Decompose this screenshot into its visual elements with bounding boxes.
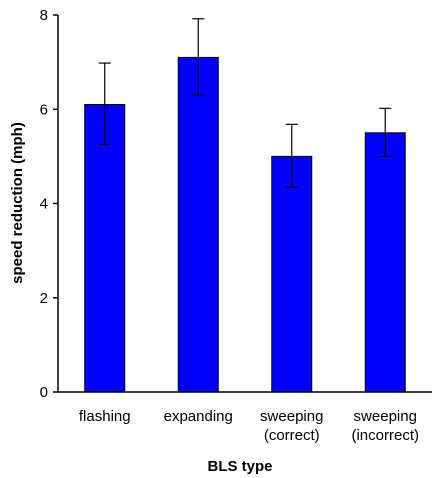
y-ticks-group: 0 2 4 6 8 bbox=[40, 7, 58, 401]
y-tick-label: 0 bbox=[40, 384, 48, 401]
bar bbox=[84, 104, 126, 393]
bar bbox=[177, 56, 219, 393]
x-tick-label-line: sweeping bbox=[260, 408, 323, 425]
x-axis-title: BLS type bbox=[207, 458, 272, 475]
x-tick-label-line: (correct) bbox=[264, 427, 320, 444]
y-tick-label: 8 bbox=[40, 7, 48, 24]
x-tick-label: sweeping (incorrect) bbox=[351, 408, 419, 444]
y-tick-label: 4 bbox=[40, 196, 48, 213]
x-tick-label-line: sweeping bbox=[354, 408, 417, 425]
y-tick-label: 2 bbox=[40, 290, 48, 307]
x-tick-label-line: flashing bbox=[79, 408, 131, 425]
bar bbox=[364, 132, 406, 393]
x-tick-label-line: expanding bbox=[164, 408, 233, 425]
x-ticks-group: flashing expanding sweeping (correct)sweepi… bbox=[79, 408, 419, 444]
x-tick-label: sweeping (correct) bbox=[260, 408, 323, 444]
bar bbox=[271, 155, 313, 393]
y-tick-label: 6 bbox=[40, 101, 48, 118]
x-tick-label: expanding bbox=[164, 408, 233, 425]
x-tick-label: flashing bbox=[79, 408, 131, 425]
y-axis-title: speed reduction (mph) bbox=[9, 122, 26, 284]
error-bars-group bbox=[98, 18, 392, 188]
bars-group bbox=[84, 56, 406, 393]
x-tick-label-line: (incorrect) bbox=[351, 427, 419, 444]
